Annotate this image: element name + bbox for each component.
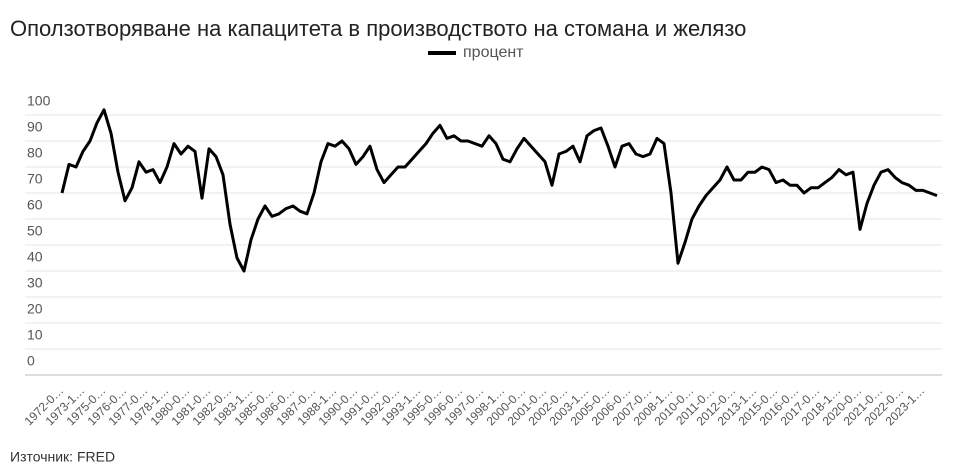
chart-title: Оползотворяване на капацитета в производ… [10,16,746,41]
y-tick-label: 100 [27,93,51,109]
y-tick-label: 90 [27,119,43,135]
y-tick-label: 0 [27,353,35,369]
y-tick-label: 10 [27,327,43,343]
y-tick-label: 70 [27,171,43,187]
data-line [60,108,938,273]
y-tick-label: 30 [27,275,43,291]
y-tick-label: 60 [27,197,43,213]
y-tick-label: 50 [27,223,43,239]
legend-label: процент [463,44,524,61]
source: Източник: FRED [10,449,115,465]
y-tick-label: 80 [27,145,43,161]
y-tick-label: 40 [27,249,43,265]
y-tick-label: 20 [27,301,43,317]
